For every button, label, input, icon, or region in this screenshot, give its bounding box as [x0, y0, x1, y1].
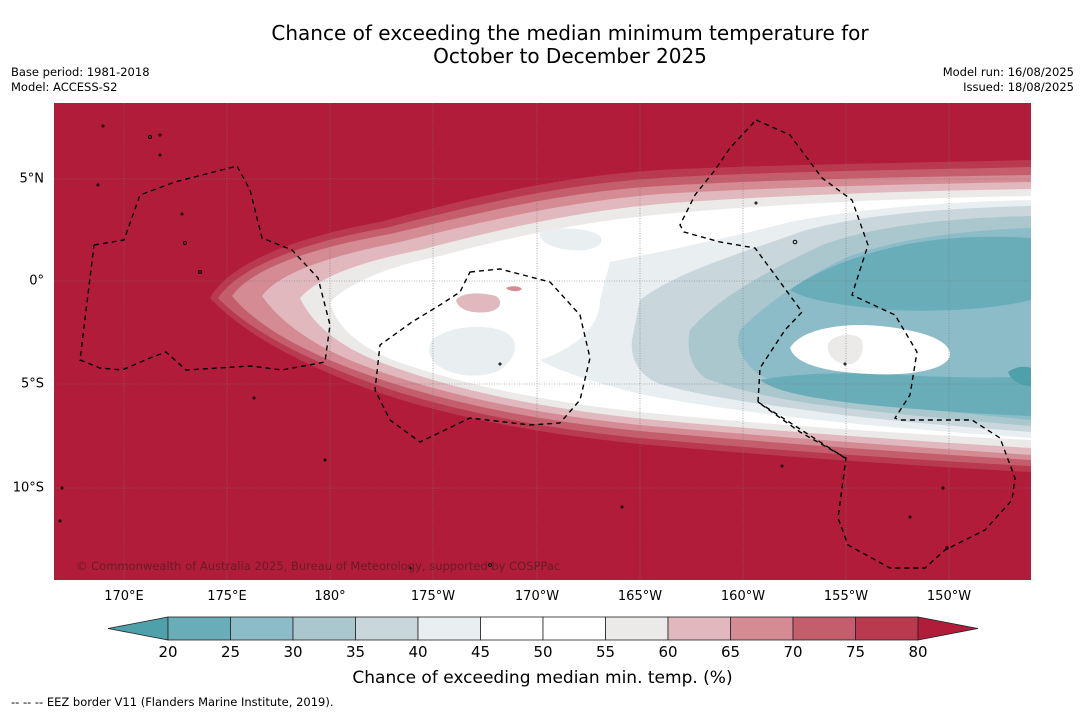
lon-label-150w: 150°W	[926, 589, 972, 604]
colorbar-bin-65-70	[730, 616, 794, 641]
colorbar-bin-45-50	[480, 616, 544, 641]
lat-label-10s: 10°S	[12, 480, 44, 496]
warm-island-inner-white	[790, 324, 951, 375]
colorbar-bin-35-40	[355, 616, 419, 641]
colorbar-tick-60: 60	[658, 643, 678, 661]
pink-blob	[456, 293, 501, 313]
lat-label-0: 0°	[29, 273, 44, 289]
band-20-25	[790, 236, 1031, 311]
lon-label-170w: 170°W	[514, 589, 560, 604]
model-run: Model run: 16/08/2025	[942, 65, 1074, 79]
eez-borders	[79, 119, 1016, 569]
eez-footnote: -- -- -- EEZ border V11 (Flanders Marine…	[11, 695, 334, 709]
colorbar-tick-25: 25	[220, 643, 241, 661]
colorbar-bin-25-30	[230, 616, 294, 641]
eez-kiribati-gilberts	[79, 165, 331, 371]
lat-label-5n: 5°N	[19, 171, 45, 187]
band-20-25-south	[760, 373, 1031, 416]
colorbar-tick-20: 20	[158, 643, 178, 661]
colorbar-tick-75: 75	[845, 643, 866, 661]
lon-label-160w: 160°W	[720, 589, 766, 604]
colorbar-title: Chance of exceeding median min. temp. (%…	[352, 668, 733, 688]
lon-label-175w: 175°W	[410, 589, 456, 604]
colorbar-tick-30: 30	[283, 643, 303, 661]
colorbar-tick-65: 65	[720, 643, 741, 661]
lon-label-170e: 170°E	[104, 589, 144, 604]
colorbar-tick-55: 55	[595, 643, 616, 661]
colorbar-bin-30-35	[292, 616, 356, 641]
colorbar	[107, 616, 979, 641]
issued-date: Issued: 18/08/2025	[963, 80, 1074, 94]
eez-line-islands	[679, 119, 1016, 569]
colorbar-tick-80: 80	[908, 643, 928, 661]
colorbar-bin-70-75	[792, 616, 856, 641]
pink-blob-small	[506, 286, 522, 292]
colorbar-bin-60-65	[667, 616, 731, 641]
band-below-20	[1008, 366, 1031, 386]
colorbar-over-triangle	[917, 616, 979, 641]
colorbar-bin-55-60	[605, 616, 669, 641]
base-period: Base period: 1981-2018	[11, 65, 150, 79]
lon-label-155w: 155°W	[823, 589, 869, 604]
colorbar-tick-70: 70	[783, 643, 803, 661]
warm-island-inner	[827, 334, 863, 365]
eez-phoenix	[374, 268, 591, 443]
probability-field	[54, 103, 1031, 580]
colorbar-tick-50: 50	[533, 643, 553, 661]
islands	[58, 124, 949, 570]
colorbar-under-triangle	[107, 616, 169, 641]
graticule	[54, 103, 1031, 580]
colorbar-tick-35: 35	[345, 643, 366, 661]
colorbar-tick-45: 45	[470, 643, 491, 661]
lon-label-165w: 165°W	[617, 589, 663, 604]
title-line-2: October to December 2025	[433, 44, 707, 68]
lon-label-180: 180°	[314, 589, 346, 604]
colorbar-bin-50-55	[542, 616, 606, 641]
light-patch	[429, 326, 515, 376]
colorbar-bin-20-25	[167, 616, 231, 641]
model-name: Model: ACCESS-S2	[11, 80, 118, 94]
colorbar-bin-75-80	[855, 616, 919, 641]
map-title: Chance of exceeding the median minimum t…	[0, 22, 1085, 68]
colorbar-tick-40: 40	[408, 643, 428, 661]
lat-label-5s: 5°S	[20, 376, 44, 392]
colorbar-bin-40-45	[417, 616, 481, 641]
light-patch-2	[539, 228, 602, 251]
title-line-1: Chance of exceeding the median minimum t…	[271, 21, 869, 45]
map-credit: © Commonwealth of Australia 2025, Bureau…	[76, 559, 560, 573]
meta-left: Base period: 1981-2018 Model: ACCESS-S2	[11, 65, 150, 95]
meta-right: Model run: 16/08/2025 Issued: 18/08/2025	[943, 65, 1074, 95]
lon-label-175e: 175°E	[207, 589, 247, 604]
